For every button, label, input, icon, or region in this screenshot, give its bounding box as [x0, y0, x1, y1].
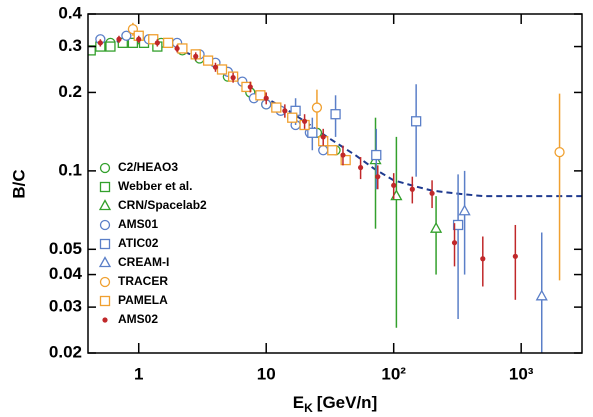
legend-entry: Webber et al. [99, 179, 192, 193]
point [193, 53, 199, 60]
legend-label: PAMELA [118, 293, 168, 307]
legend-marker [98, 256, 112, 268]
x-label-main: E [293, 393, 304, 412]
y-tick-label: 0.4 [58, 3, 82, 22]
point [371, 149, 382, 161]
x-tick-label: 10² [381, 364, 406, 383]
legend-entry: C2/HEAO3 [99, 160, 178, 174]
point [327, 145, 338, 156]
legend-entry: CREAM-I [98, 255, 169, 269]
y-tick-label: 0.02 [49, 342, 82, 361]
legend-label: CREAM-I [118, 255, 169, 269]
point [263, 95, 269, 101]
point [429, 190, 435, 196]
y-tick-label: 0.2 [58, 82, 82, 101]
point [162, 37, 174, 48]
legend-marker [99, 219, 111, 231]
point [410, 116, 422, 127]
x-tick-label: 10³ [509, 364, 534, 383]
x-tick-label: 1 [134, 364, 143, 383]
legend-entry: AMS01 [99, 217, 158, 231]
x-tick-label: 10 [257, 364, 276, 383]
legend-entry: PAMELA [99, 293, 168, 307]
point [391, 182, 397, 188]
x-label-sub: K [304, 401, 313, 415]
point [136, 36, 142, 42]
point [255, 90, 266, 101]
point [554, 146, 565, 158]
plot-frame [87, 13, 583, 354]
point [127, 37, 139, 48]
point [174, 45, 180, 52]
point [512, 253, 518, 259]
point [429, 221, 443, 233]
legend-label: AMS02 [118, 312, 158, 326]
legend-marker [102, 317, 108, 323]
legend-marker [99, 295, 111, 307]
legend-entry: AMS02 [102, 312, 158, 326]
y-tick-label: 0.03 [49, 297, 82, 316]
point [375, 174, 381, 180]
legend-entry: TRACER [99, 274, 168, 288]
legend-label: TRACER [118, 274, 168, 288]
point [116, 36, 122, 42]
legend-marker [99, 181, 111, 193]
point [318, 145, 329, 156]
point [340, 152, 346, 158]
point [452, 219, 464, 231]
point [480, 256, 486, 262]
legend-entry: CRN/Spacelab2 [98, 198, 207, 212]
point [301, 118, 308, 124]
point [97, 40, 103, 46]
point [247, 84, 253, 90]
point [458, 204, 471, 216]
point [154, 40, 160, 46]
point [330, 109, 341, 120]
x-label-unit: [GeV/n] [317, 393, 377, 412]
point [216, 64, 228, 75]
point [287, 112, 298, 123]
y-tick-label: 0.3 [58, 36, 82, 55]
legend-label: C2/HEAO3 [118, 160, 178, 174]
legend-label: AMS01 [118, 217, 158, 231]
point [320, 134, 326, 140]
legend-entry: ATIC02 [99, 236, 159, 250]
plot-area [88, 22, 582, 353]
y-tick-label: 0.04 [49, 264, 83, 283]
point [105, 41, 116, 52]
x-axis-label: EK [GeV/n] [293, 393, 377, 415]
legend-marker [99, 276, 111, 288]
legend-marker [99, 162, 111, 174]
point [390, 189, 403, 201]
y-tick-label: 0.05 [49, 239, 82, 258]
point [202, 55, 214, 66]
y-tick-label: 0.1 [58, 160, 82, 179]
point [121, 30, 132, 41]
legend-label: ATIC02 [118, 236, 159, 250]
point [230, 75, 236, 81]
point [535, 289, 548, 301]
legend-marker [99, 238, 111, 250]
legend-label: CRN/Spacelab2 [118, 198, 207, 212]
point [307, 127, 318, 138]
point [282, 108, 288, 114]
y-axis-label: B/C [9, 169, 28, 198]
legend-label: Webber et al. [118, 179, 192, 193]
point [451, 240, 458, 246]
point [311, 102, 323, 113]
point [340, 154, 351, 166]
point [271, 102, 282, 113]
legend-marker [98, 199, 112, 211]
point [357, 164, 364, 171]
point [212, 64, 219, 70]
point [409, 186, 415, 192]
